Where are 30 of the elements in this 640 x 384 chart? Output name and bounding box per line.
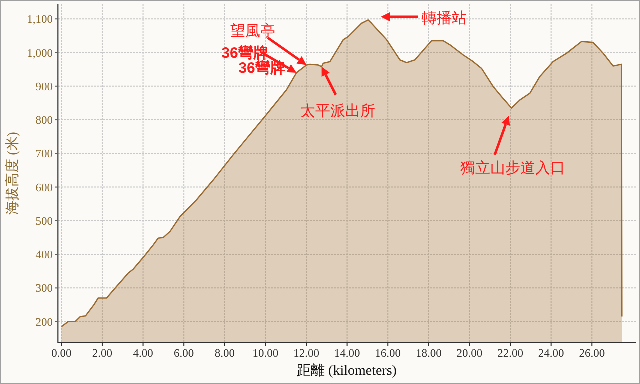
x-tick-label: 2.00	[92, 348, 113, 360]
x-tick-label: 6.00	[174, 348, 194, 360]
y-tick-label: 500	[36, 216, 54, 228]
x-tick-label: 8.00	[214, 348, 236, 360]
x-tick-label: 24.00	[538, 348, 565, 360]
y-tick-label: 600	[36, 182, 54, 194]
annotation: 轉播站	[422, 10, 467, 27]
y-tick-label: 800	[36, 115, 54, 128]
x-tick-label: 12.00	[294, 348, 320, 360]
y-tick-label: 700	[36, 148, 54, 161]
y-tick-label: 1,000	[27, 48, 54, 60]
x-tick-label: 20.00	[456, 348, 483, 360]
annotation: 獨立山步道入口	[460, 160, 566, 177]
x-tick-label: 26.00	[579, 348, 606, 360]
y-tick-label: 200	[36, 316, 54, 329]
y-axis-title: 海拔高度 (米)	[5, 132, 21, 215]
annotation: 望風亭	[230, 23, 276, 40]
x-tick-label: 22.00	[498, 348, 524, 360]
x-tick-label: 14.00	[334, 348, 360, 360]
x-tick-label: 16.00	[375, 348, 402, 360]
x-tick-label: 18.00	[416, 348, 442, 360]
x-axis-title: 距離 (kilometers)	[297, 363, 398, 379]
x-tick-label: 4.00	[133, 348, 154, 360]
x-tick-label: 10.00	[252, 348, 279, 360]
y-tick-label: 900	[36, 81, 54, 94]
x-tick-label: 0.00	[52, 348, 72, 360]
y-tick-label: 1,100	[27, 14, 54, 26]
y-tick-label: 400	[36, 250, 54, 262]
y-tick-label: 300	[36, 283, 54, 296]
annotation: 太平派出所	[300, 103, 376, 120]
